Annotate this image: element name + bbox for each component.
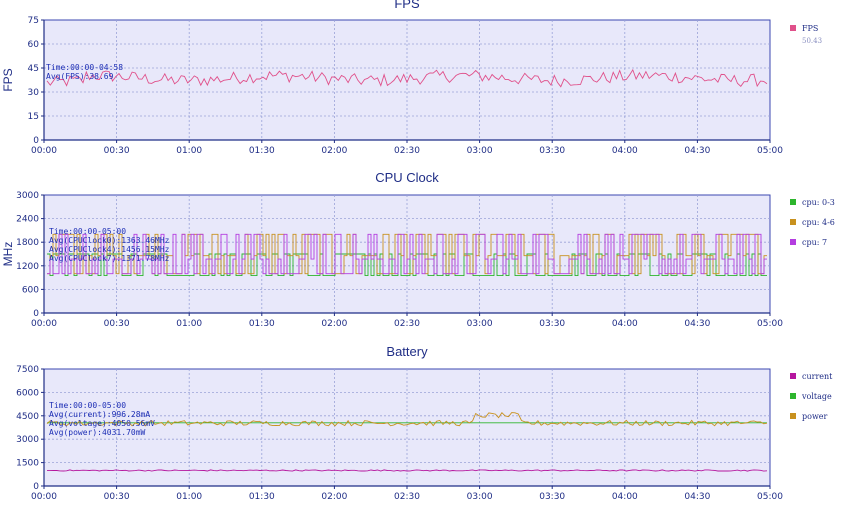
y-tick-label: 15 xyxy=(28,112,39,122)
annotation-text: Avg(voltage):4050.56mV xyxy=(49,419,155,428)
x-tick-label: 03:00 xyxy=(467,492,493,502)
legend-label: FPS xyxy=(802,24,818,33)
y-tick-label: 1200 xyxy=(16,262,39,272)
x-tick-label: 05:00 xyxy=(757,319,783,329)
chart-0: 00:00 00:30 01:00 01:30 02:00 02:30 03:00 03:30… xyxy=(1,0,822,156)
legend-swatch xyxy=(790,219,796,225)
y-tick-label: 45 xyxy=(28,64,39,74)
x-tick-label: 01:30 xyxy=(249,146,275,156)
x-tick-label: 00:30 xyxy=(104,492,130,502)
y-tick-label: 3000 xyxy=(16,435,39,445)
x-tick-label: 01:30 xyxy=(249,492,275,502)
legend-label: cpu: 7 xyxy=(802,238,827,247)
chart-2: 00:00 00:30 01:00 01:30 02:00 02:30 03:00 03:30… xyxy=(16,344,833,502)
annotation-text: Time:00:00-05:00 xyxy=(49,401,126,410)
series-line-cpu-7 xyxy=(47,233,767,275)
chart-title: FPS xyxy=(394,0,420,11)
y-axis-label: FPS xyxy=(1,68,15,91)
x-tick-label: 01:00 xyxy=(176,319,202,329)
y-tick-label: 6000 xyxy=(16,388,39,398)
annotation-text: Avg(CPUClock7):1371.78MHz xyxy=(49,254,170,263)
x-tick-label: 03:00 xyxy=(467,319,493,329)
legend-swatch xyxy=(790,239,796,245)
chart-title: CPU Clock xyxy=(375,170,439,185)
x-tick-label: 01:30 xyxy=(249,319,275,329)
legend-label: cpu: 4-6 xyxy=(802,218,835,227)
x-tick-label: 01:00 xyxy=(176,492,202,502)
x-tick-label: 00:00 xyxy=(31,319,57,329)
x-tick-label: 04:00 xyxy=(612,319,638,329)
y-tick-label: 1800 xyxy=(16,238,39,248)
x-tick-label: 02:00 xyxy=(321,319,347,329)
annotation-text: Avg(CPUClock4):1456.15MHz xyxy=(49,245,170,254)
x-tick-label: 05:00 xyxy=(757,146,783,156)
x-tick-label: 00:30 xyxy=(104,319,130,329)
legend-label: voltage xyxy=(801,392,832,401)
y-tick-label: 3000 xyxy=(16,191,39,201)
legend-swatch xyxy=(790,373,796,379)
y-tick-label: 2400 xyxy=(16,215,39,225)
chart-title: Battery xyxy=(386,344,428,359)
legend-swatch xyxy=(790,393,796,399)
y-tick-label: 0 xyxy=(33,309,39,319)
legend-swatch xyxy=(790,25,796,31)
x-tick-label: 04:00 xyxy=(612,146,638,156)
y-tick-label: 30 xyxy=(28,88,40,98)
series-line-power xyxy=(46,411,768,427)
annotation-text: Avg(FPS):38.69 xyxy=(46,72,114,81)
x-tick-label: 02:30 xyxy=(394,146,420,156)
legend-swatch xyxy=(790,199,796,205)
annotation-text: Time:00:00-04:58 xyxy=(46,63,123,72)
x-tick-label: 03:30 xyxy=(539,492,565,502)
legend-label: cpu: 0-3 xyxy=(802,198,835,207)
legend-swatch xyxy=(790,413,796,419)
x-tick-label: 03:00 xyxy=(467,146,493,156)
x-tick-label: 05:00 xyxy=(757,492,783,502)
annotation-text: Avg(current):996.28mA xyxy=(49,410,150,419)
y-tick-label: 7500 xyxy=(16,365,39,375)
x-tick-label: 00:00 xyxy=(31,492,57,502)
y-tick-label: 0 xyxy=(33,482,39,492)
chart-1: 00:00 00:30 01:00 01:30 02:00 02:30 03:00 03:30… xyxy=(1,170,835,329)
x-tick-label: 04:30 xyxy=(684,492,710,502)
x-tick-label: 01:00 xyxy=(176,146,202,156)
x-tick-label: 02:00 xyxy=(321,492,347,502)
legend-value: 50.43 xyxy=(802,37,822,45)
x-tick-label: 02:30 xyxy=(394,492,420,502)
x-tick-label: 04:00 xyxy=(612,492,638,502)
y-tick-label: 0 xyxy=(33,136,39,146)
x-tick-label: 04:30 xyxy=(684,146,710,156)
x-tick-label: 00:00 xyxy=(31,146,57,156)
annotation-text: Time:00:00-05:00 xyxy=(49,227,126,236)
y-tick-label: 60 xyxy=(28,40,40,50)
y-tick-label: 75 xyxy=(28,16,39,26)
x-tick-label: 03:30 xyxy=(539,319,565,329)
x-tick-label: 04:30 xyxy=(684,319,710,329)
y-tick-label: 1500 xyxy=(16,459,39,469)
annotation-text: Avg(power):4031.70mW xyxy=(49,428,146,437)
x-tick-label: 02:00 xyxy=(321,146,347,156)
legend-label: power xyxy=(802,412,828,421)
x-tick-label: 02:30 xyxy=(394,319,420,329)
series-line-fps xyxy=(46,68,768,88)
annotation-text: Avg(CPUClock0):1363.46MHz xyxy=(49,236,170,245)
y-tick-label: 600 xyxy=(22,285,39,295)
x-tick-label: 00:30 xyxy=(104,146,130,156)
y-axis-label: MHz xyxy=(1,242,15,267)
legend-label: current xyxy=(802,372,833,381)
x-tick-label: 03:30 xyxy=(539,146,565,156)
series-line-current xyxy=(46,469,768,472)
y-tick-label: 4500 xyxy=(16,412,39,422)
